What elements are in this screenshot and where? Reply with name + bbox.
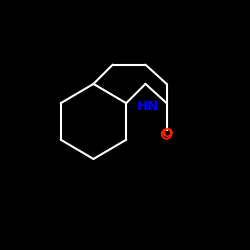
Text: HN: HN (137, 100, 159, 114)
Text: O: O (161, 128, 172, 140)
